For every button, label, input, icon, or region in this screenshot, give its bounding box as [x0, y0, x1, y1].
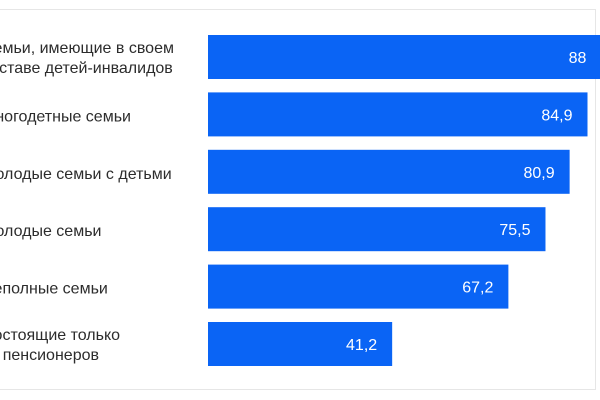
category-label-6: Состоящие только из пенсионеров	[0, 327, 120, 364]
value-label-3: 80,9	[523, 165, 554, 182]
category-label-1: Семьи, имеющие в своем составе детей-инва…	[0, 40, 174, 77]
top-border-line	[0, 9, 596, 10]
bar-1	[208, 35, 600, 79]
bar-5	[208, 264, 509, 309]
category-label-5: Неполные семьи	[0, 281, 108, 298]
value-label-5: 67,2	[462, 280, 493, 297]
right-border-line	[595, 9, 596, 390]
value-labels-layer: 88 84,9 80,9 75,5 67,2 41,2	[346, 50, 586, 354]
category-labels-layer: Семьи, имеющие в своем составе детей-инва…	[0, 40, 174, 364]
bar-6	[208, 322, 393, 366]
value-label-1: 88	[569, 50, 587, 67]
value-label-6: 41,2	[346, 337, 377, 354]
bars-layer	[208, 35, 600, 366]
category-label-4: Молодые семьи	[0, 223, 101, 240]
bottom-border-line	[0, 389, 596, 390]
category-label-6-line-2: из пенсионеров	[0, 347, 99, 364]
bar-3	[208, 149, 570, 194]
value-label-2: 84,9	[541, 107, 572, 124]
category-label-6-line-1: Состоящие только	[0, 327, 120, 344]
bar-2	[208, 92, 588, 137]
category-label-3: Молодые семьи с детьми	[0, 166, 172, 183]
category-label-1-line-1: Семьи, имеющие в своем	[0, 40, 174, 57]
category-label-2: Многодетные семьи	[0, 108, 131, 125]
bar-4	[208, 207, 546, 252]
value-label-4: 75,5	[499, 222, 530, 239]
category-label-1-line-2: составе детей-инвалидов	[0, 60, 173, 77]
